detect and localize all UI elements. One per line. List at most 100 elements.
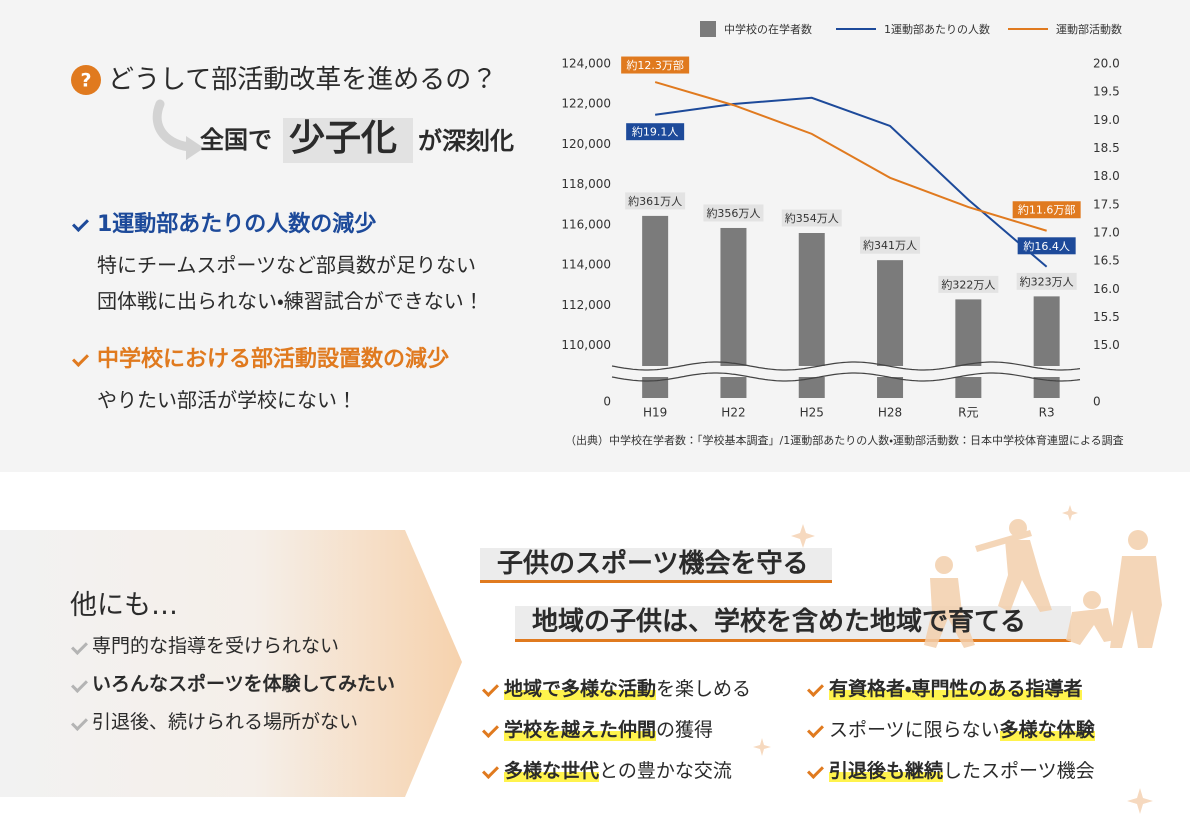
goal-band [515,606,1071,640]
y2-tick-label: 0 [1093,395,1101,409]
line-label-box [626,123,685,141]
y2-tick-label: 17.5 [1093,197,1120,211]
curved-arrow [152,99,197,152]
legend-label: 中学校の在学者数 [724,22,812,36]
x-tick-label: H22 [721,406,745,420]
others-item: 専門的な指導を受けられない [92,635,340,657]
sparkles [753,505,1153,814]
goal-underline [515,639,1071,642]
emphasis-box [283,118,413,163]
bar-annotation-box [938,275,999,293]
headline-emphasis: 少子化 [289,118,398,159]
bar-annotation: 約356万人 [706,206,760,220]
y-tick-label: 122,000 [561,97,611,111]
bar-annotation-box [781,209,842,227]
arrow-panel [0,530,462,797]
benefit-highlight: 地域で多様な活動 [504,678,657,700]
benefit: スポーツに限らない多様な体験 [829,719,1095,741]
y2-tick-label: 16.5 [1093,254,1120,268]
y-tick-label: 110,000 [561,338,611,352]
legend-label: 1運動部あたりの人数 [884,22,990,36]
y2-tick-label: 16.0 [1093,282,1120,296]
line-label-box [1017,237,1076,255]
y2-tick-label: 15.0 [1093,338,1120,352]
bar-annotation: 約354万人 [785,211,839,225]
benefit-highlight: 多様な世代 [504,760,600,782]
y2-tick-label: 18.0 [1093,169,1120,183]
headline-before: 全国で [200,126,272,154]
x-tick-label: H19 [643,406,667,420]
y-tick-label: 124,000 [561,57,611,71]
line-label-box [1012,201,1081,219]
goal-band [480,548,832,581]
y-tick-label: 116,000 [561,217,611,231]
goal-title: 地域の子供は、学校を含めた地域で育てる [532,607,1027,637]
goal-underline [480,580,832,583]
y2-tick-label: 18.5 [1093,141,1120,155]
bar-annotation: 約323万人 [1020,274,1074,288]
bar-annotation-box [625,192,686,210]
benefit: 有資格者・専門性のある指導者 [829,678,1083,700]
question-icon [71,65,101,95]
arrow-head [186,136,204,160]
y2-tick-label: 17.0 [1093,226,1120,240]
y-tick-label: 120,000 [561,137,611,151]
benefit-text: の獲得 [656,719,714,741]
line-label: 約16.4人 [1023,239,1070,253]
benefit-highlight: 引退後も継続 [829,760,944,782]
benefit-text: したスポーツ機会 [943,760,1095,782]
y-tick-label: 0 [603,395,611,409]
reason-title: 中学校における部活動設置数の減少 [97,347,450,372]
bar-annotation: 約361万人 [628,194,682,208]
bar-annotation-box [1016,272,1077,290]
legend-swatch [700,21,716,37]
benefit: 学校を越えた仲間の獲得 [504,719,714,741]
benefit: 地域で多様な活動を楽しめる [504,678,752,700]
y-tick-label: 112,000 [561,298,611,312]
line-label: 約11.6万部 [1018,203,1076,217]
x-tick-label: R3 [1039,406,1055,420]
reason-line: やりたい部活が学校にない！ [97,388,357,412]
top-background [0,0,1190,472]
bar-annotation: 約341万人 [863,238,917,252]
benefit-highlight: 学校を越えた仲間 [504,719,657,741]
bar-annotation-box [703,204,764,222]
chart: 0 110,000 112,000 114,000 116,000 118,000 120,… [561,21,1124,447]
line-label-box [621,56,690,74]
axis-break-line [611,372,1081,382]
benefit-highlight: 多様な体験 [999,719,1095,741]
line-label: 約12.3万部 [626,58,684,72]
silhouettes [924,519,1162,648]
y2-tick-label: 19.5 [1093,85,1120,99]
reason-line: 特にチームスポーツなど部員数が足りない [97,253,476,277]
benefit: 引退後も継続したスポーツ機会 [829,760,1095,782]
headline-after: が深刻化 [418,127,514,155]
benefit-highlight: 有資格者・専門性のある指導者 [829,678,1083,700]
reason-line: 団体戦に出られない・練習試合ができない！ [97,289,484,313]
benefit: 多様な世代との豊かな交流 [504,760,732,782]
y-tick-label: 118,000 [561,177,611,191]
line [654,81,1047,232]
goal-title: 子供のスポーツ機会を守る [497,549,809,579]
bar-annotation-box [860,236,921,254]
others-title: 他にも… [70,590,178,621]
x-tick-label: R元 [958,406,978,420]
reason-title: 1運動部あたりの人数の減少 [97,212,377,237]
others-item: 引退後、続けられる場所がない [92,711,359,733]
question: どうして部活動改革を進めるの？ [108,65,498,95]
y2-tick-label: 19.0 [1093,113,1120,127]
bar-annotation: 約322万人 [941,277,995,291]
benefit-text: スポーツに限らない [829,719,1000,741]
bar [955,299,982,398]
benefit-text: を楽しめる [656,678,752,700]
source-note: （出典）中学校在学者数：「学校基本調査」/1運動部あたりの人数・運動部活動数：日… [565,433,1124,447]
legend-label: 運動部活動数 [1056,22,1122,36]
line-label: 約19.1人 [632,125,679,139]
axis-break-band [612,366,1082,377]
x-tick-label: H25 [800,406,824,420]
benefit-text: との豊かな交流 [599,760,732,782]
y2-tick-label: 20.0 [1093,57,1120,71]
others-item: いろんなスポーツを体験してみたい [92,673,396,695]
